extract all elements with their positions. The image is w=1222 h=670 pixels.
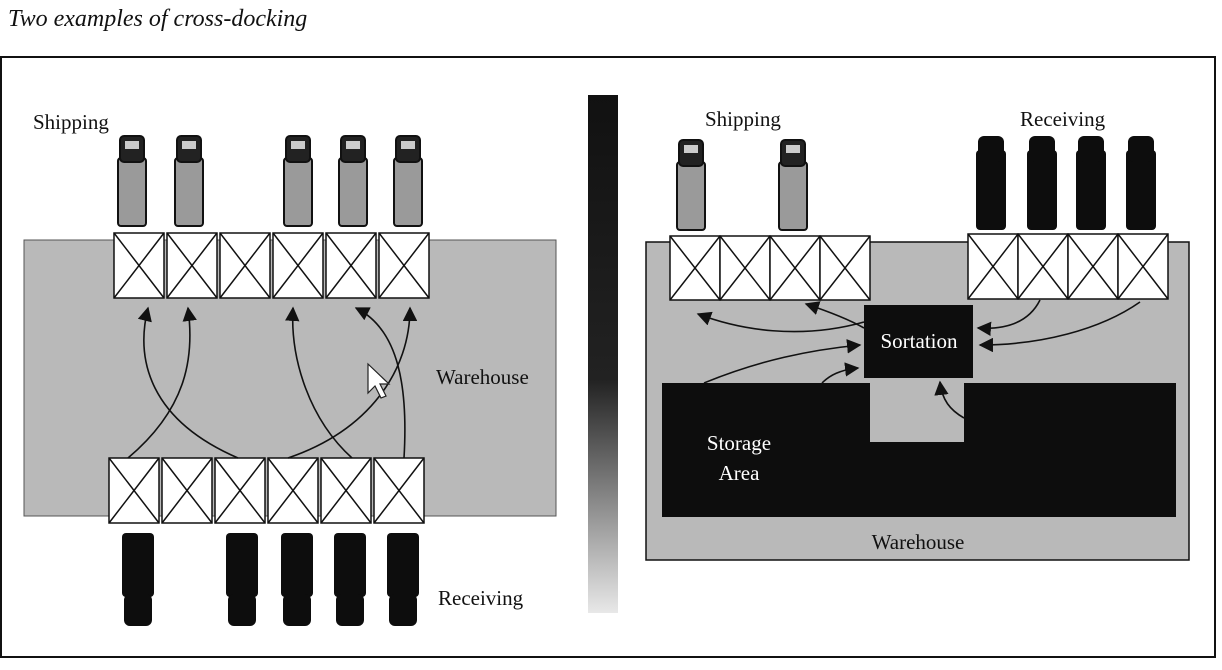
dock-door [769,235,821,301]
shipping-truck-icon [393,135,423,227]
receiving-truck-icon [281,533,313,626]
storage-area [662,383,1176,517]
shipping-truck-icon [778,139,808,231]
dock-door [108,457,160,524]
right-shipping-label: Shipping [705,107,781,131]
flow-arrow [285,306,353,459]
storage-area-label-line1: Storage [707,431,771,455]
figure-caption: Two examples of cross-docking [8,6,308,32]
flow-arrow [127,306,197,459]
figure-frame [0,56,1216,658]
dock-door [113,232,165,299]
dock-door [967,233,1019,300]
dock-door [320,457,372,524]
mouse-cursor-icon [367,362,391,399]
left-shipping-label: Shipping [33,110,109,134]
flow-arrow [821,362,860,384]
left-receiving-label: Receiving [438,586,524,610]
dock-door [669,235,721,301]
receiving-truck-icon [1076,136,1106,230]
left-shipping-trucks [117,135,423,227]
flow-arrow [978,301,1141,353]
flow-arrow [703,339,862,384]
shipping-truck-icon [676,139,706,231]
right-shipping-trucks [676,139,808,231]
receiving-truck-icon [387,533,419,626]
receiving-truck-icon [226,533,258,626]
dock-door [161,457,213,524]
dock-door [378,232,430,299]
flow-arrow [934,380,965,419]
sortation-label: Sortation [881,329,958,353]
left-diagram: Shipping Warehouse Receiving [23,110,557,626]
receiving-truck-icon [1126,136,1156,230]
left-receiving-trucks [122,533,419,626]
right-diagram: Shipping Receiving Sortation Storage Are… [645,107,1190,561]
left-warehouse-label: Warehouse [436,365,529,389]
dock-door [219,232,271,299]
receiving-truck-icon [976,136,1006,230]
dock-door [1117,233,1169,300]
flow-arrow [354,307,406,459]
storage-area-label-line2: Area [719,461,760,485]
dock-door [267,457,319,524]
receiving-truck-icon [122,533,154,626]
dock-door [325,232,377,299]
right-receiving-docks [967,233,1169,300]
right-receiving-trucks [976,136,1156,230]
shipping-truck-icon [338,135,368,227]
right-shipping-docks [669,235,871,301]
flow-arrow [976,299,1041,336]
sortation-box [864,305,973,378]
dock-door [214,457,266,524]
receiving-truck-icon [334,533,366,626]
dock-door [373,457,425,524]
dock-door [272,232,324,299]
right-receiving-label: Receiving [1020,107,1106,131]
shipping-truck-icon [174,135,204,227]
left-top-docks [113,232,430,299]
dock-door [1017,233,1069,300]
flow-arrow [137,306,239,459]
flow-arrow [696,311,865,333]
dock-door [819,235,871,301]
panel-divider [588,95,618,613]
shipping-truck-icon [283,135,313,227]
shipping-truck-icon [117,135,147,227]
dock-door [1067,233,1119,300]
right-warehouse-label: Warehouse [872,530,965,554]
left-bottom-docks [108,457,425,524]
dock-door [719,235,771,301]
right-flow-arrows [696,299,1141,419]
receiving-truck-icon [1027,136,1057,230]
dock-door [166,232,218,299]
flow-arrow [804,301,865,329]
